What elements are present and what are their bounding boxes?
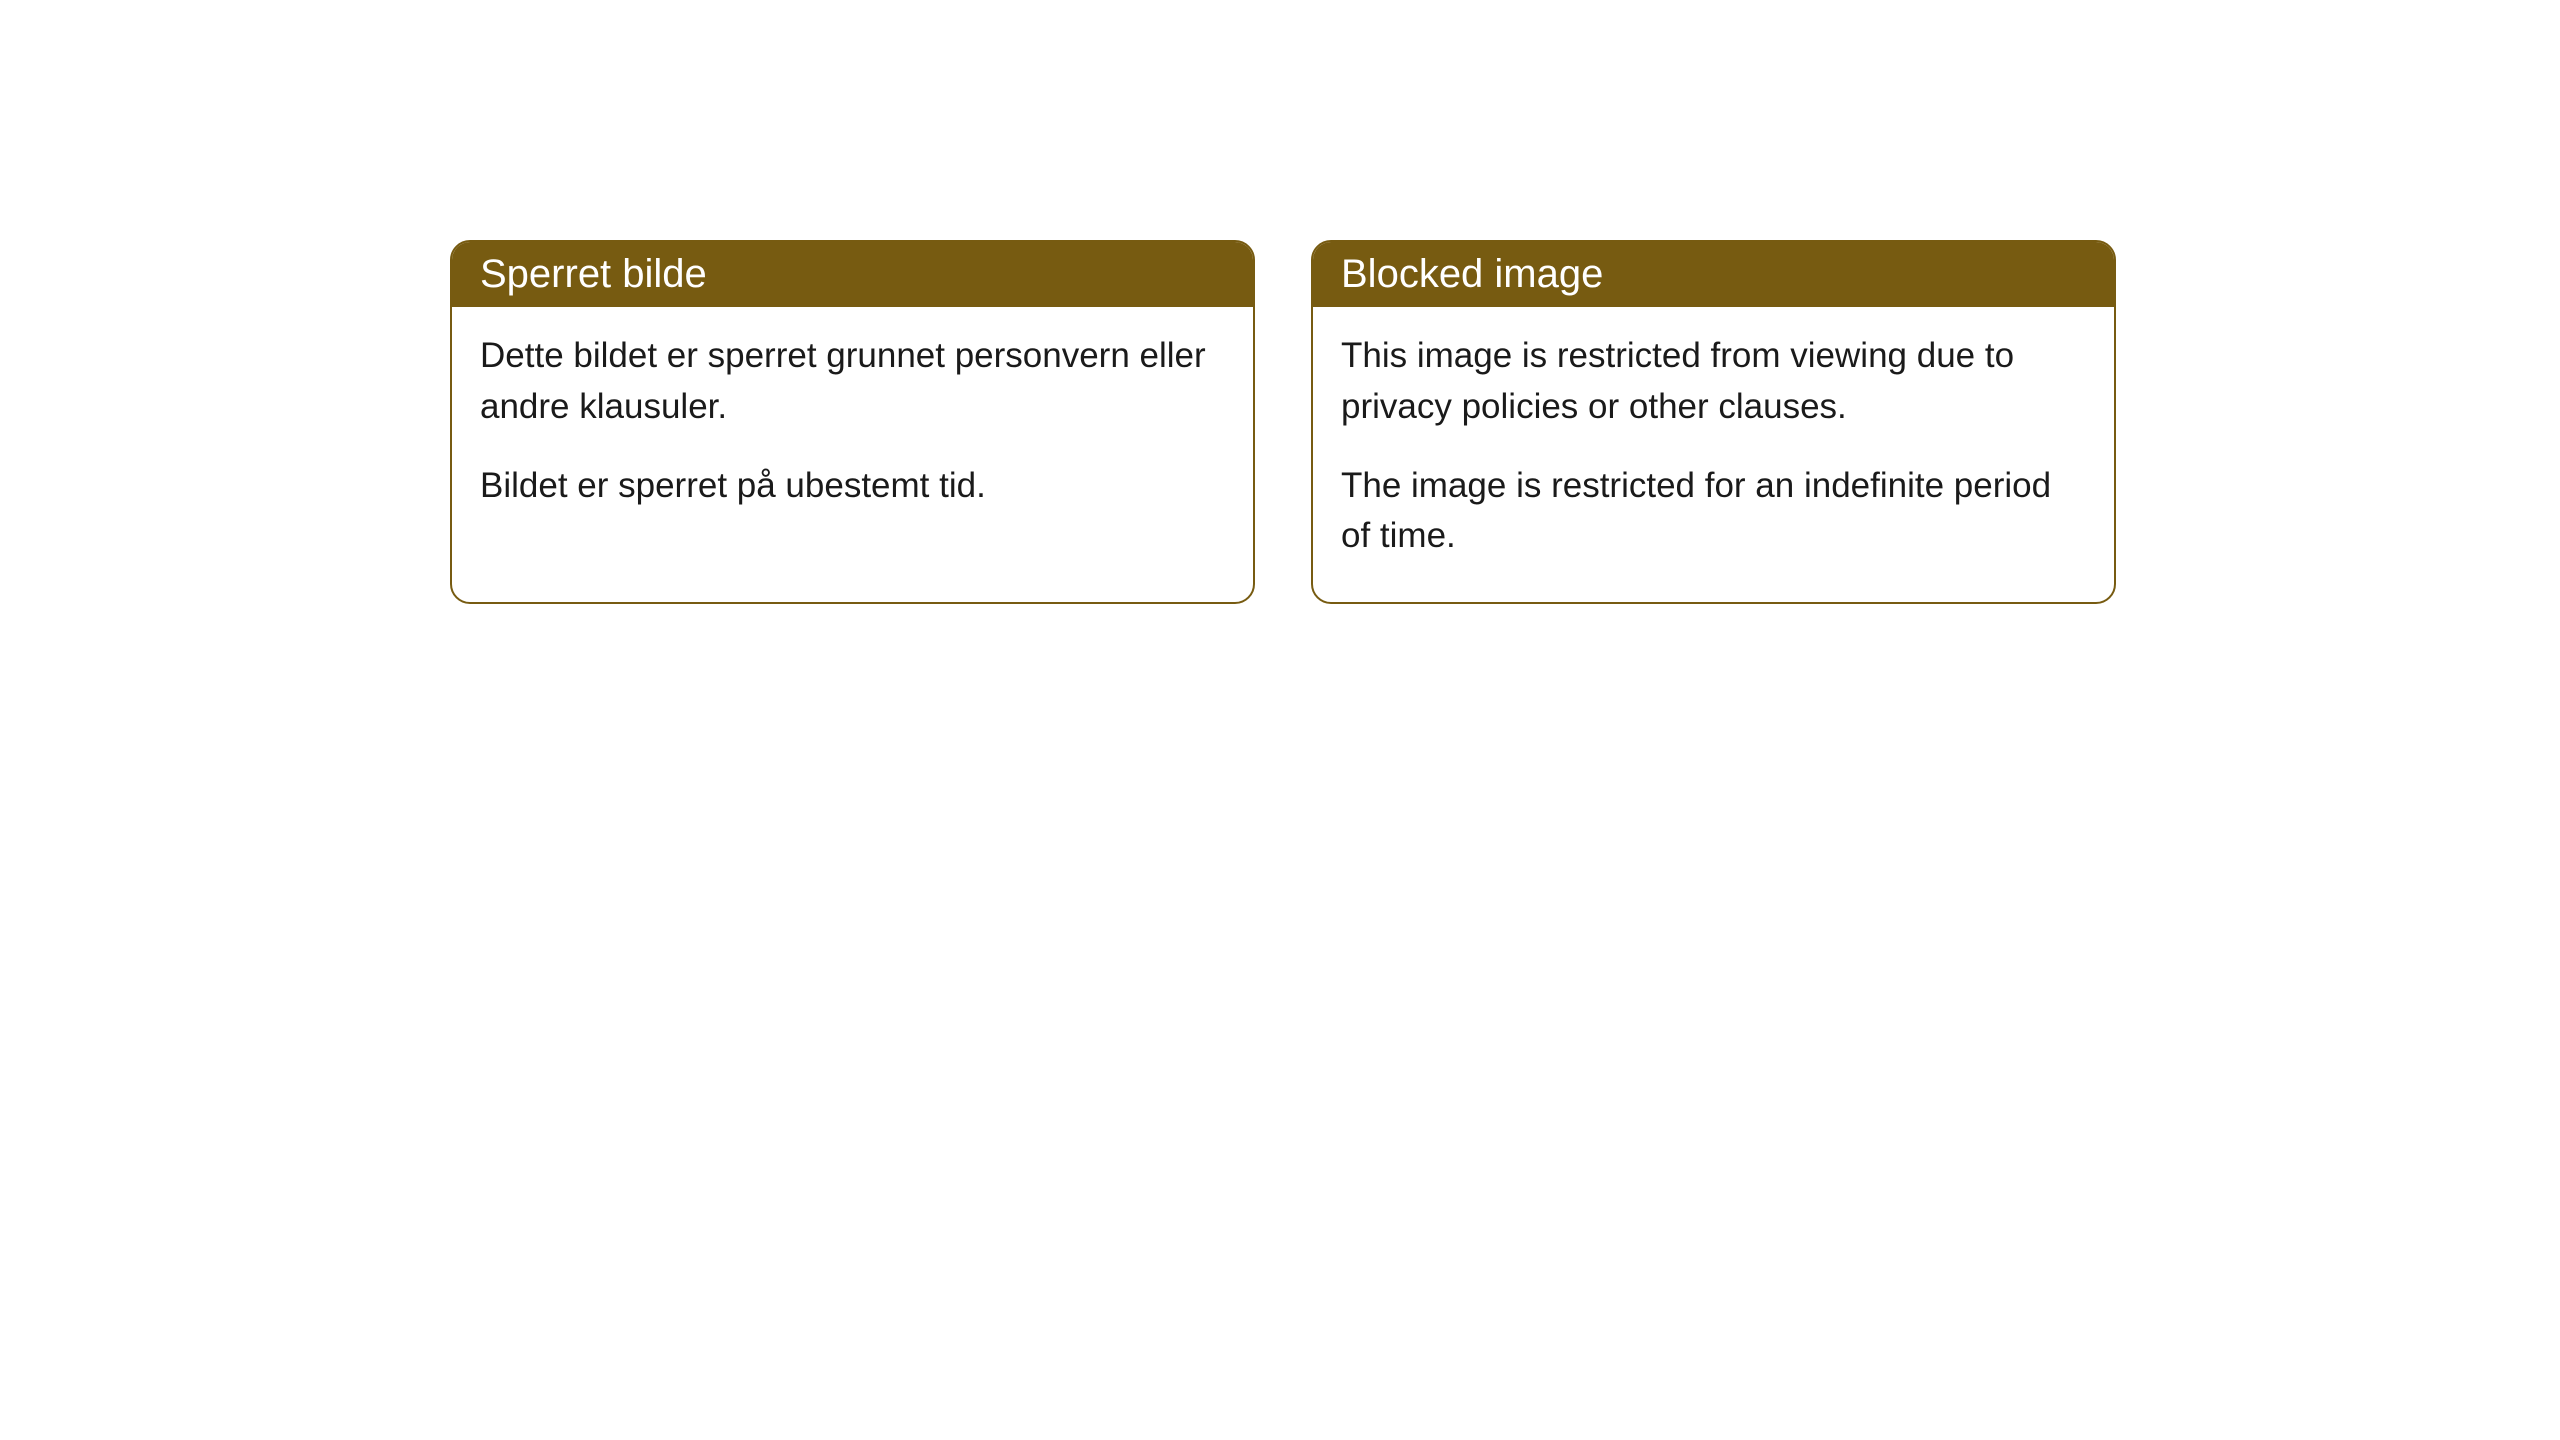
card-header-norwegian: Sperret bilde [452,242,1253,307]
card-body-norwegian: Dette bildet er sperret grunnet personve… [452,307,1253,551]
notice-cards-container: Sperret bilde Dette bildet er sperret gr… [450,240,2116,604]
card-paragraph-2-english: The image is restricted for an indefinit… [1341,461,2086,563]
card-title-english: Blocked image [1341,252,1603,296]
card-paragraph-2-norwegian: Bildet er sperret på ubestemt tid. [480,461,1225,512]
card-title-norwegian: Sperret bilde [480,252,707,296]
notice-card-norwegian: Sperret bilde Dette bildet er sperret gr… [450,240,1255,604]
card-header-english: Blocked image [1313,242,2114,307]
card-body-english: This image is restricted from viewing du… [1313,307,2114,602]
notice-card-english: Blocked image This image is restricted f… [1311,240,2116,604]
card-paragraph-1-english: This image is restricted from viewing du… [1341,331,2086,433]
card-paragraph-1-norwegian: Dette bildet er sperret grunnet personve… [480,331,1225,433]
